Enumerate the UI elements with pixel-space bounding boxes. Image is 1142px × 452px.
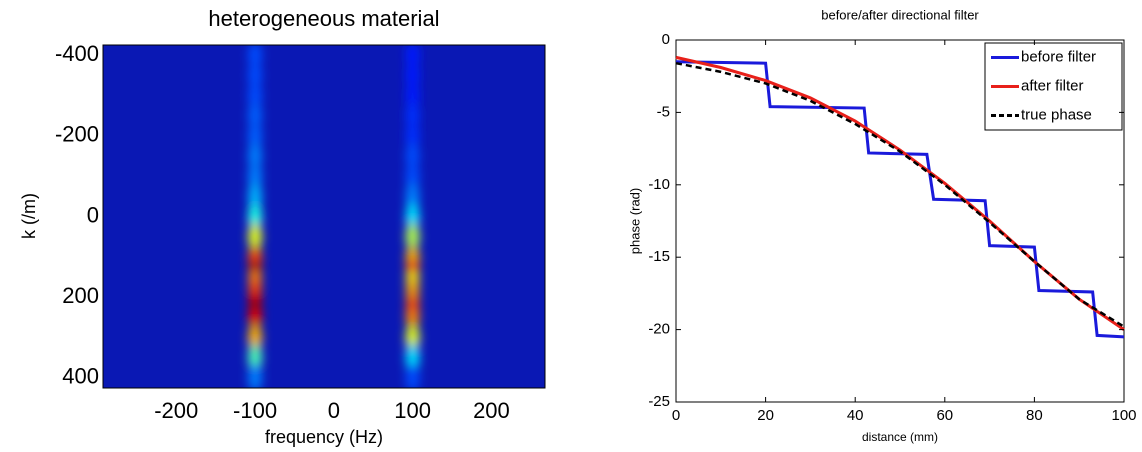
heatmap-cell — [405, 364, 420, 388]
x-tick-label: 0 — [672, 407, 680, 424]
legend-label: before filter — [1021, 48, 1096, 65]
heatmap-cell — [405, 307, 420, 328]
x-axis-label: distance (mm) — [862, 430, 938, 444]
x-tick-label: 100 — [394, 398, 431, 423]
x-tick-label: 60 — [936, 407, 953, 424]
heatmap-cell — [248, 290, 263, 304]
series-line — [675, 60, 1125, 339]
heatmap-blur — [248, 45, 420, 388]
y-tick-label: 0 — [87, 202, 99, 227]
x-tick-label: 20 — [757, 407, 774, 424]
heatmap-cell — [405, 61, 420, 89]
y-axis-label: phase (rad) — [627, 188, 642, 254]
y-tick-label: -400 — [55, 41, 99, 66]
heatmap-cell — [405, 324, 420, 352]
heatmap-cell — [248, 344, 263, 372]
heatmap-cell — [248, 182, 263, 210]
heatmap-cell — [248, 162, 263, 190]
y-tick-label: -15 — [648, 248, 670, 265]
heatmap-cell — [248, 45, 263, 69]
line-chart: before/after directional filter distance… — [627, 7, 979, 444]
heatmap-cell — [248, 270, 263, 284]
series-line — [675, 61, 1125, 328]
heatmap-cell — [248, 61, 263, 89]
x-tick-label: -100 — [233, 398, 277, 423]
heatmap-cell — [405, 280, 420, 294]
heatmap-cell — [248, 102, 263, 130]
heatmap-cell — [405, 102, 420, 130]
y-tick-label: -20 — [648, 321, 670, 338]
y-tick-label: -5 — [657, 103, 670, 120]
heatmap-cell — [248, 122, 263, 150]
plot-background — [103, 45, 545, 388]
y-tick-label: -200 — [55, 122, 99, 147]
heatmap-cell — [405, 223, 420, 251]
heatmap-cell — [405, 162, 420, 190]
y-tick-label: -10 — [648, 176, 670, 193]
legend-label: after filter — [1021, 77, 1084, 94]
heatmap-cell — [248, 142, 263, 170]
chart-title: before/after directional filter — [821, 7, 979, 22]
y-tick-label: 0 — [662, 31, 670, 48]
x-axis-label: frequency (Hz) — [265, 427, 383, 447]
x-tick-label: 100 — [1111, 407, 1136, 424]
heatmap-cell — [405, 182, 420, 210]
y-tick-label: 200 — [62, 283, 99, 308]
heatmap-cell — [405, 203, 420, 230]
chart-title: heterogeneous material — [208, 6, 439, 31]
heatmap-cell — [248, 260, 263, 274]
heatmap-cell — [405, 45, 420, 69]
heatmap-cell — [248, 324, 263, 352]
y-axis-label: k (/m) — [19, 193, 39, 239]
x-tick-label: 200 — [473, 398, 510, 423]
legend-label: true phase — [1021, 106, 1092, 123]
x-tick-label: -200 — [154, 398, 198, 423]
heatmap-cell — [405, 270, 420, 284]
heatmap-cell — [405, 260, 420, 274]
heatmap-cell — [405, 290, 420, 304]
heatmap-cell — [405, 81, 420, 109]
heatmap-cell — [248, 223, 263, 251]
plot-frame — [102, 44, 546, 389]
heatmap-cell — [248, 280, 263, 294]
heatmap-cell — [405, 344, 420, 372]
heatmap-cell — [248, 364, 263, 388]
y-tick-label: -25 — [648, 393, 670, 410]
heatmap-cell — [248, 203, 263, 230]
heatmap-chart: heterogeneous material frequency (Hz) k … — [19, 6, 440, 447]
heatmap-cell — [405, 122, 420, 150]
heatmap-cells — [248, 45, 420, 388]
x-tick-label: 0 — [328, 398, 340, 423]
x-tick-label: 80 — [1026, 407, 1043, 424]
x-tick-label: 40 — [847, 407, 864, 424]
y-tick-label: 400 — [62, 364, 99, 389]
heatmap-cell — [248, 81, 263, 109]
heatmap-cell — [405, 142, 420, 170]
heatmap-cell — [248, 307, 263, 328]
